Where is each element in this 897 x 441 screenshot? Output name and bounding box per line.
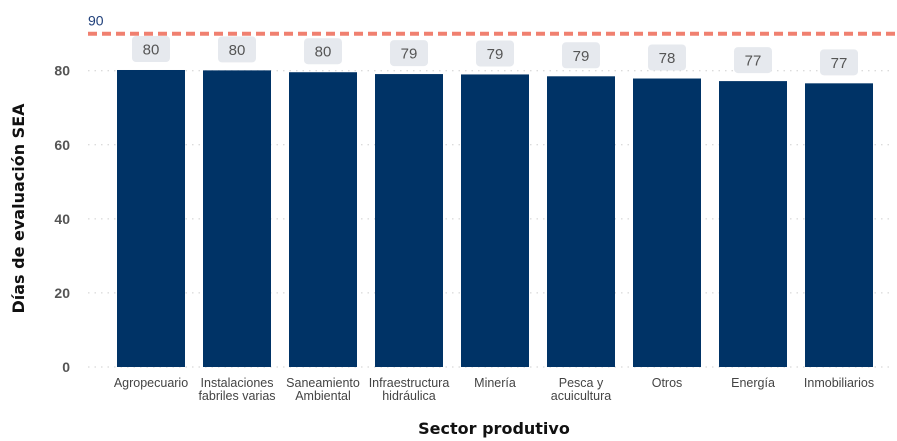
data-label-box: [304, 38, 342, 65]
x-axis-categories: Agropecuario Instalaciones fabriles varias…: [114, 376, 874, 403]
x-tick-label: Saneamiento Ambiental: [286, 376, 360, 403]
x-tick-label-line: Agropecuario: [114, 376, 188, 390]
data-label-box: [390, 40, 428, 67]
x-axis-title: Sector produtivo: [418, 419, 570, 438]
data-label-box: [820, 49, 858, 76]
x-tick-label-line: Energía: [731, 376, 775, 390]
x-tick-label: Infraestructura hidráulica: [369, 376, 450, 403]
data-label: 77: [745, 53, 762, 70]
data-label-box: [218, 36, 256, 63]
data-label: 80: [315, 44, 332, 61]
x-tick-label-line: acuicultura: [551, 389, 611, 403]
y-axis-ticks: 0 20 40 60 80: [54, 63, 70, 375]
data-label: 80: [143, 41, 160, 58]
x-tick-label-line: Instalaciones: [201, 376, 274, 390]
y-tick-label: 20: [54, 285, 70, 301]
bar: [805, 83, 873, 368]
data-label: 77: [831, 55, 848, 72]
data-label: 79: [487, 46, 504, 63]
y-tick-label: 80: [54, 63, 70, 79]
data-label: 80: [229, 42, 246, 59]
y-tick-label: 0: [62, 359, 70, 375]
y-tick-label: 60: [54, 137, 70, 153]
data-label: 79: [573, 48, 590, 65]
data-label-box: [648, 44, 686, 71]
reference-line-label: 90: [88, 13, 104, 29]
data-label-box: [562, 42, 600, 69]
bar: [547, 76, 615, 368]
data-label-box: [734, 47, 772, 74]
bar: [203, 70, 271, 367]
bar: [633, 78, 701, 367]
x-tick-label: Inmobiliarios: [804, 376, 874, 390]
bar: [117, 69, 185, 367]
data-label: 79: [401, 46, 418, 63]
reference-line-group: 90: [88, 13, 897, 36]
bar: [289, 72, 357, 367]
x-tick-label: Energía: [731, 376, 775, 390]
y-tick-label: 40: [54, 211, 70, 227]
x-tick-label-line: Otros: [652, 376, 683, 390]
x-tick-label: Otros: [652, 376, 683, 390]
data-labels: 80 80 80 79 79 79 78 77 77: [132, 35, 858, 76]
x-tick-label: Agropecuario: [114, 376, 188, 390]
x-tick-label: Pesca y acuicultura: [551, 376, 611, 403]
data-label-box: [476, 40, 514, 67]
data-label: 78: [659, 50, 676, 67]
x-tick-label-line: Pesca y: [559, 376, 604, 390]
bar: [461, 74, 529, 367]
x-tick-label-line: fabriles varias: [198, 389, 275, 403]
x-tick-label-line: Saneamiento: [286, 376, 360, 390]
x-tick-label: Instalaciones fabriles varias: [198, 376, 275, 403]
x-tick-label-line: Minería: [474, 376, 516, 390]
y-axis-title: Días de evaluación SEA: [9, 103, 28, 314]
x-tick-label-line: Infraestructura: [369, 376, 450, 390]
bar: [375, 74, 443, 368]
x-tick-label-line: Inmobiliarios: [804, 376, 874, 390]
bar: [719, 81, 787, 367]
bars: [117, 69, 873, 368]
x-tick-label: Minería: [474, 376, 516, 390]
x-tick-label-line: hidráulica: [382, 389, 436, 403]
x-tick-label-line: Ambiental: [295, 389, 351, 403]
data-label-box: [132, 35, 170, 62]
